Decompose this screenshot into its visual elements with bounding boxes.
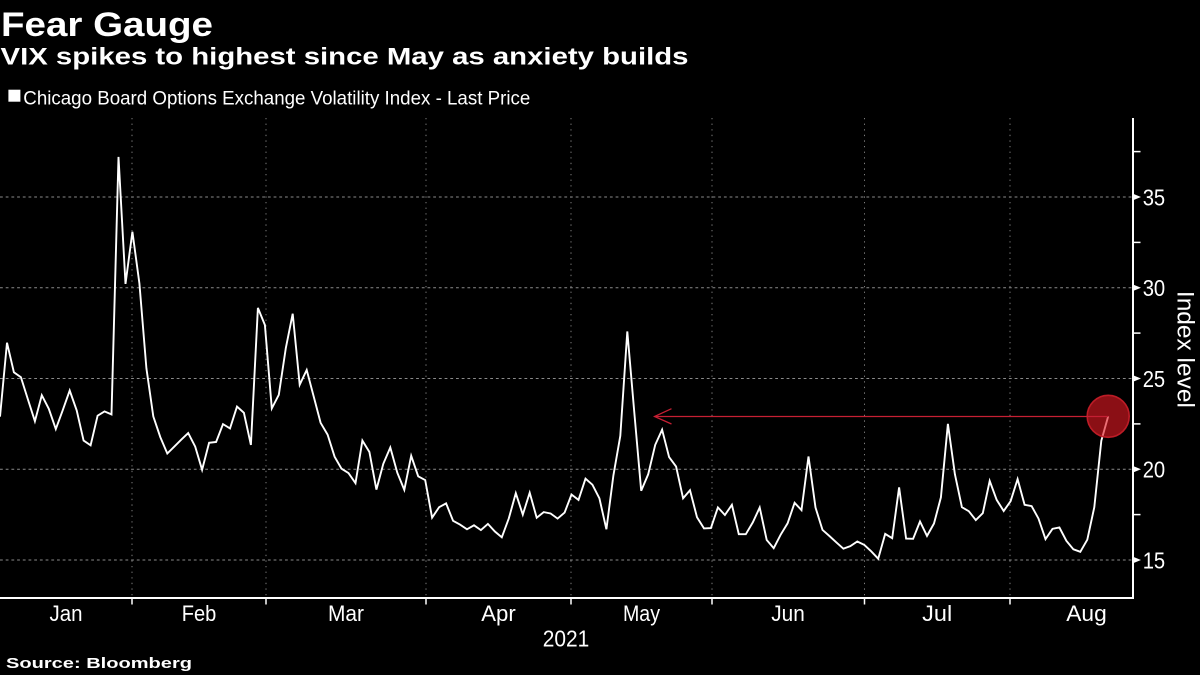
svg-text:Aug: Aug [1066, 601, 1107, 626]
svg-text:May: May [623, 601, 661, 626]
svg-text:Jan: Jan [50, 601, 83, 626]
svg-text:VIX spikes to highest since Ma: VIX spikes to highest since May as anxie… [1, 44, 689, 71]
svg-text:Chicago Board Options Exchange: Chicago Board Options Exchange Volatilit… [23, 88, 530, 110]
svg-text:Feb: Feb [182, 601, 217, 626]
svg-text:Jul: Jul [922, 601, 952, 626]
svg-text:20: 20 [1143, 457, 1166, 483]
svg-text:2021: 2021 [543, 626, 590, 652]
svg-text:Index level: Index level [1172, 291, 1199, 408]
svg-text:Fear Gauge: Fear Gauge [1, 6, 213, 44]
svg-text:Jun: Jun [771, 601, 805, 626]
svg-text:30: 30 [1143, 275, 1166, 301]
svg-text:15: 15 [1143, 547, 1166, 573]
svg-text:Source: Bloomberg: Source: Bloomberg [6, 655, 192, 672]
svg-text:25: 25 [1143, 366, 1166, 392]
svg-text:Apr: Apr [481, 601, 516, 626]
svg-text:Mar: Mar [328, 601, 364, 626]
svg-text:35: 35 [1143, 184, 1166, 210]
